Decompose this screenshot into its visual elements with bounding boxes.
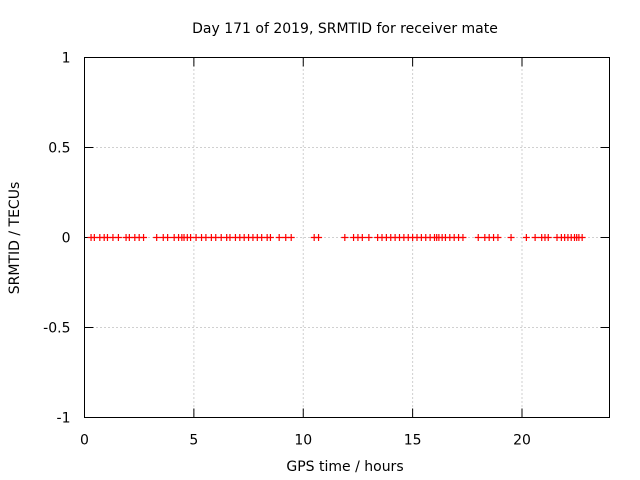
y-axis-label: SRMTID / TECUs <box>7 182 23 295</box>
data-point <box>494 234 502 241</box>
data-point <box>507 234 515 241</box>
data-point <box>275 234 283 241</box>
data-point <box>140 234 148 241</box>
data-point <box>522 234 530 241</box>
data-point <box>365 234 373 241</box>
y-tick-label: 0.5 <box>48 141 70 157</box>
x-axis-label: GPS time / hours <box>286 459 403 475</box>
data-point <box>341 234 349 241</box>
data-point <box>266 234 274 241</box>
y-tick-label: -1 <box>57 411 71 427</box>
data-point <box>474 234 482 241</box>
data-point <box>578 234 586 241</box>
data-point <box>287 234 295 241</box>
data-point <box>114 234 122 241</box>
y-tick-label: -0.5 <box>43 321 70 337</box>
x-tick-label: 0 <box>80 433 89 449</box>
data-point <box>459 234 467 241</box>
y-tick-label: 0 <box>62 231 71 247</box>
tick-labels: -1-0.500.510 5 10 15 20 <box>43 51 531 449</box>
data-point <box>531 234 539 241</box>
data-point <box>153 234 161 241</box>
x-tick-label: 15 <box>404 433 422 449</box>
x-tick-label: 10 <box>294 433 312 449</box>
data-point <box>544 234 552 241</box>
data-point <box>358 234 366 241</box>
data-point <box>315 234 323 241</box>
x-tick-label: 5 <box>189 433 198 449</box>
data-point <box>164 234 172 241</box>
x-tick-label: 20 <box>513 433 531 449</box>
chart-title: Day 171 of 2019, SRMTID for receiver mat… <box>192 21 498 37</box>
data-points <box>87 234 586 241</box>
y-tick-label: 1 <box>62 51 71 67</box>
